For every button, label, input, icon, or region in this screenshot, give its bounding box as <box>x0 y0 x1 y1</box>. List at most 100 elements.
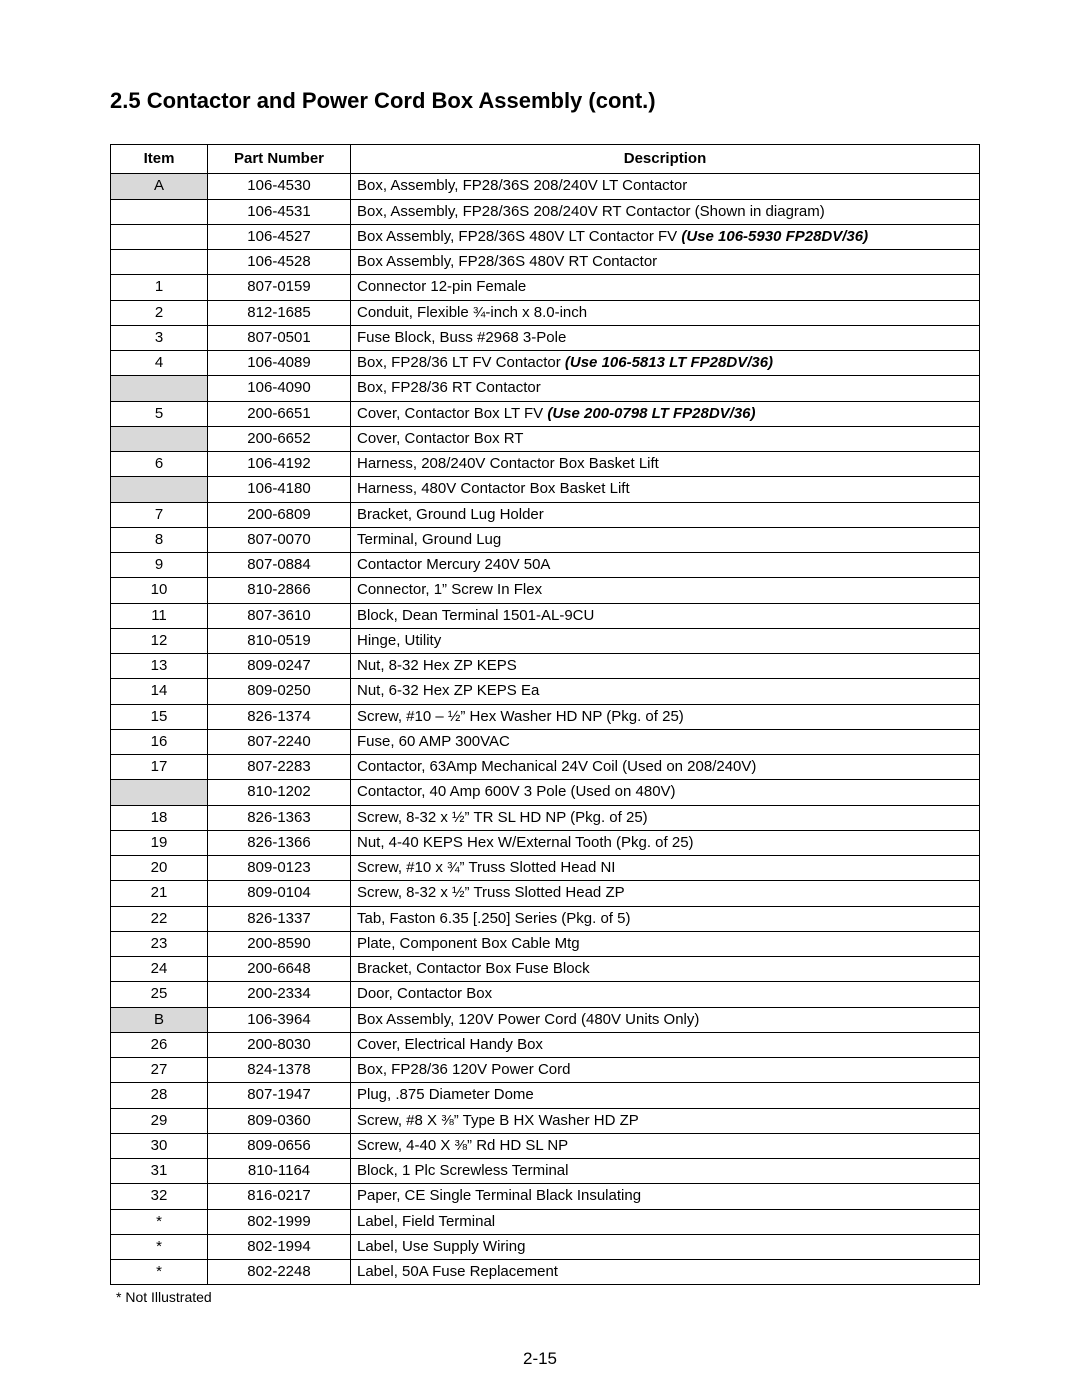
cell-item: * <box>111 1209 208 1234</box>
desc-emph: (Use 106-5813 LT FP28DV/36) <box>565 354 773 371</box>
cell-part: 816-0217 <box>208 1184 351 1209</box>
cell-description: Cover, Contactor Box LT FV (Use 200-0798… <box>351 401 980 426</box>
cell-item: 15 <box>111 704 208 729</box>
table-row: 9807-0884Contactor Mercury 240V 50A <box>111 553 980 578</box>
cell-item <box>111 426 208 451</box>
cell-part: 200-6809 <box>208 502 351 527</box>
cell-item: 10 <box>111 578 208 603</box>
cell-description: Box, FP28/36 120V Power Cord <box>351 1058 980 1083</box>
cell-item: 18 <box>111 805 208 830</box>
table-row: 30809-0656Screw, 4-40 X ⅜” Rd HD SL NP <box>111 1133 980 1158</box>
cell-part: 826-1374 <box>208 704 351 729</box>
table-row: 24200-6648Bracket, Contactor Box Fuse Bl… <box>111 957 980 982</box>
cell-part: 200-6652 <box>208 426 351 451</box>
cell-item: 8 <box>111 527 208 552</box>
cell-description: Fuse Block, Buss #2968 3-Pole <box>351 325 980 350</box>
desc-prefix: Box, FP28/36 LT FV Contactor <box>357 354 565 371</box>
cell-item: 7 <box>111 502 208 527</box>
cell-part: 824-1378 <box>208 1058 351 1083</box>
cell-description: Connector, 1” Screw In Flex <box>351 578 980 603</box>
table-row: 16807-2240Fuse, 60 AMP 300VAC <box>111 729 980 754</box>
cell-item: 22 <box>111 906 208 931</box>
table-row: 4106-4089Box, FP28/36 LT FV Contactor (U… <box>111 351 980 376</box>
cell-part: 826-1366 <box>208 830 351 855</box>
table-row: 106-4180Harness, 480V Contactor Box Bask… <box>111 477 980 502</box>
table-row: A106-4530Box, Assembly, FP28/36S 208/240… <box>111 174 980 199</box>
cell-item: 27 <box>111 1058 208 1083</box>
table-row: 200-6652Cover, Contactor Box RT <box>111 426 980 451</box>
col-header-desc: Description <box>351 145 980 174</box>
cell-item: 28 <box>111 1083 208 1108</box>
cell-description: Screw, 8-32 x ½” TR SL HD NP (Pkg. of 25… <box>351 805 980 830</box>
cell-part: 802-1999 <box>208 1209 351 1234</box>
table-row: 3807-0501Fuse Block, Buss #2968 3-Pole <box>111 325 980 350</box>
cell-part: 106-4528 <box>208 250 351 275</box>
table-row: 1807-0159Connector 12-pin Female <box>111 275 980 300</box>
cell-item <box>111 477 208 502</box>
cell-item: B <box>111 1007 208 1032</box>
cell-item: * <box>111 1234 208 1259</box>
cell-description: Fuse, 60 AMP 300VAC <box>351 729 980 754</box>
table-row: 26200-8030Cover, Electrical Handy Box <box>111 1032 980 1057</box>
cell-description: Box, FP28/36 RT Contactor <box>351 376 980 401</box>
cell-description: Nut, 8-32 Hex ZP KEPS <box>351 654 980 679</box>
cell-description: Hinge, Utility <box>351 628 980 653</box>
cell-description: Block, Dean Terminal 1501-AL-9CU <box>351 603 980 628</box>
desc-emph: (Use 106-5930 FP28DV/36) <box>681 228 868 245</box>
cell-part: 802-1994 <box>208 1234 351 1259</box>
cell-item: 2 <box>111 300 208 325</box>
cell-description: Plug, .875 Diameter Dome <box>351 1083 980 1108</box>
cell-item: 16 <box>111 729 208 754</box>
cell-description: Cover, Contactor Box RT <box>351 426 980 451</box>
cell-description: Nut, 6-32 Hex ZP KEPS Ea <box>351 679 980 704</box>
cell-part: 807-1947 <box>208 1083 351 1108</box>
cell-part: 106-4090 <box>208 376 351 401</box>
table-row: 21809-0104Screw, 8-32 x ½” Truss Slotted… <box>111 881 980 906</box>
cell-part: 106-4089 <box>208 351 351 376</box>
parts-table: Item Part Number Description A106-4530Bo… <box>110 144 980 1285</box>
table-row: 31810-1164Block, 1 Plc Screwless Termina… <box>111 1159 980 1184</box>
cell-description: Cover, Electrical Handy Box <box>351 1032 980 1057</box>
cell-item: 21 <box>111 881 208 906</box>
cell-part: 810-2866 <box>208 578 351 603</box>
cell-description: Contactor, 40 Amp 600V 3 Pole (Used on 4… <box>351 780 980 805</box>
cell-part: 807-0884 <box>208 553 351 578</box>
cell-description: Screw, #10 x ¾” Truss Slotted Head NI <box>351 856 980 881</box>
table-row: B106-3964Box Assembly, 120V Power Cord (… <box>111 1007 980 1032</box>
cell-item <box>111 376 208 401</box>
cell-item: 31 <box>111 1159 208 1184</box>
table-row: 13809-0247Nut, 8-32 Hex ZP KEPS <box>111 654 980 679</box>
table-row: 6106-4192Harness, 208/240V Contactor Box… <box>111 452 980 477</box>
cell-part: 809-0360 <box>208 1108 351 1133</box>
desc-prefix: Cover, Contactor Box LT FV <box>357 405 547 422</box>
cell-description: Box Assembly, FP28/36S 480V LT Contactor… <box>351 224 980 249</box>
cell-description: Contactor, 63Amp Mechanical 24V Coil (Us… <box>351 755 980 780</box>
desc-prefix: Box Assembly, FP28/36S 480V LT Contactor… <box>357 228 681 245</box>
cell-description: Terminal, Ground Lug <box>351 527 980 552</box>
cell-part: 106-4527 <box>208 224 351 249</box>
cell-part: 106-4530 <box>208 174 351 199</box>
cell-item: 23 <box>111 931 208 956</box>
cell-item <box>111 250 208 275</box>
table-row: 7200-6809Bracket, Ground Lug Holder <box>111 502 980 527</box>
cell-item: 11 <box>111 603 208 628</box>
cell-item: 20 <box>111 856 208 881</box>
table-row: 10810-2866Connector, 1” Screw In Flex <box>111 578 980 603</box>
cell-part: 200-6651 <box>208 401 351 426</box>
table-row: *802-1994Label, Use Supply Wiring <box>111 1234 980 1259</box>
cell-description: Screw, #8 X ⅜” Type B HX Washer HD ZP <box>351 1108 980 1133</box>
table-row: 106-4527 Box Assembly, FP28/36S 480V LT C… <box>111 224 980 249</box>
cell-description: Label, Use Supply Wiring <box>351 1234 980 1259</box>
cell-part: 802-2248 <box>208 1260 351 1285</box>
cell-description: Screw, #10 – ½” Hex Washer HD NP (Pkg. o… <box>351 704 980 729</box>
cell-item: 14 <box>111 679 208 704</box>
cell-part: 809-0656 <box>208 1133 351 1158</box>
cell-part: 106-4192 <box>208 452 351 477</box>
cell-part: 200-8590 <box>208 931 351 956</box>
cell-description: Box Assembly, FP28/36S 480V RT Contactor <box>351 250 980 275</box>
cell-part: 106-4531 <box>208 199 351 224</box>
cell-item: 25 <box>111 982 208 1007</box>
table-row: *802-1999Label, Field Terminal <box>111 1209 980 1234</box>
cell-item <box>111 780 208 805</box>
cell-part: 809-0250 <box>208 679 351 704</box>
